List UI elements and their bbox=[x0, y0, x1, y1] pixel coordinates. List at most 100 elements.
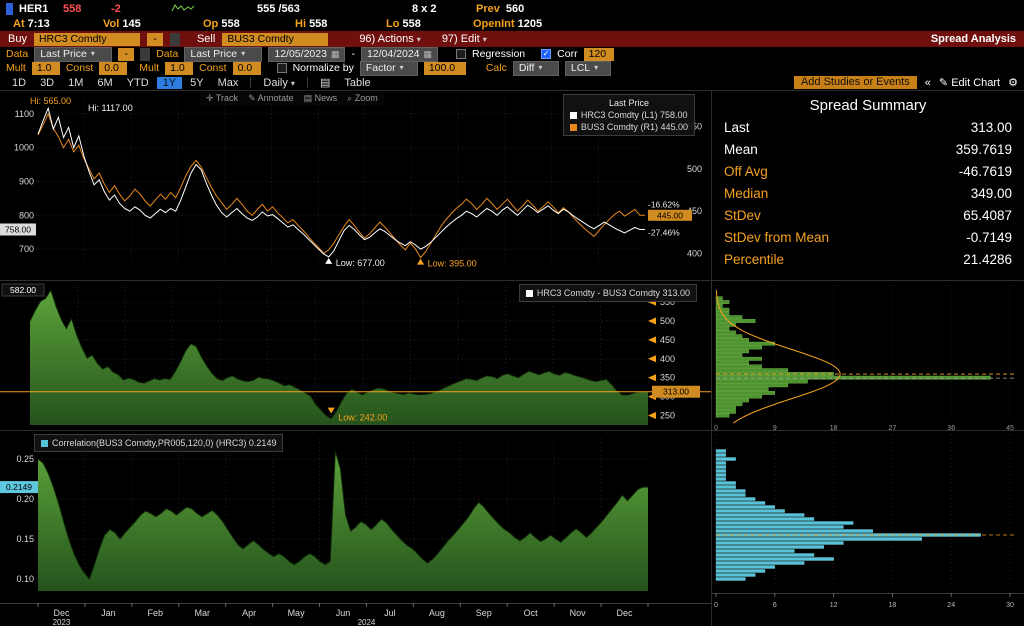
regression-label: Regression bbox=[472, 48, 525, 60]
remove-leg-button[interactable]: - bbox=[147, 33, 163, 46]
legend-row-bus3[interactable]: BUS3 Comdty (R1) 445.00 bbox=[570, 121, 688, 133]
svg-text:Aug: Aug bbox=[429, 608, 445, 618]
spread-histogram-panel: 0918273645 bbox=[712, 281, 1024, 431]
calc-label: Calc bbox=[486, 62, 507, 74]
edit-chart-button[interactable]: ✎ Edit Chart bbox=[939, 76, 1000, 89]
svg-text:700: 700 bbox=[19, 244, 34, 254]
normalize-checkbox[interactable] bbox=[277, 63, 287, 73]
series-swatch-white bbox=[570, 112, 577, 119]
spread-legend[interactable]: HRC3 Comdty - BUS3 Comdty 313.00 bbox=[519, 284, 697, 302]
svg-text:6: 6 bbox=[773, 602, 777, 609]
vol-value: 145 bbox=[122, 18, 140, 30]
bloomberg-terminal: HER1 558 -2 555 /563 8 x 2 Prev 560 At 7… bbox=[0, 0, 1024, 626]
op-value: 558 bbox=[221, 18, 239, 30]
svg-text:18: 18 bbox=[889, 602, 897, 609]
corr-label: Corr bbox=[557, 48, 577, 60]
corr-hist-svg[interactable]: 0 6 12 18 24 30 bbox=[712, 431, 1024, 626]
svg-text:758.00: 758.00 bbox=[5, 224, 31, 234]
news-button[interactable]: ▤ News bbox=[304, 93, 338, 104]
svg-text:0: 0 bbox=[714, 602, 718, 609]
date-from-field[interactable]: 12/05/2023▦ bbox=[268, 47, 345, 62]
period-tab-max[interactable]: Max bbox=[212, 77, 245, 89]
mult-field-2[interactable]: 1.0 bbox=[165, 62, 193, 75]
add-studies-button[interactable]: Add Studies or Events bbox=[794, 76, 917, 89]
const-field-2[interactable]: 0.0 bbox=[233, 62, 261, 75]
data-label-2: Data bbox=[156, 48, 178, 60]
table-button[interactable]: Table bbox=[338, 77, 376, 89]
edit-menu[interactable]: 97) Edit ▾ bbox=[442, 33, 487, 45]
blank-leg-button[interactable] bbox=[170, 33, 180, 46]
pencil-icon: ✎ bbox=[939, 77, 948, 89]
legend-row-hrc3[interactable]: HRC3 Comdty (L1) 758.00 bbox=[570, 109, 688, 121]
const-label-2: Const bbox=[199, 62, 226, 74]
chart-tools: ✛ Track ✎ Annotate ▤ News ⌕ Zoom bbox=[200, 92, 384, 105]
sell-security-field[interactable]: BUS3 Comdty bbox=[222, 33, 328, 46]
factor-value-field[interactable]: 100.0 bbox=[424, 62, 466, 75]
date-range-separator: - bbox=[351, 48, 355, 60]
date-to-field[interactable]: 12/04/2024▦ bbox=[361, 47, 438, 62]
factor-dropdown[interactable]: Factor▾ bbox=[360, 61, 418, 76]
svg-text:Jan: Jan bbox=[101, 608, 116, 618]
legend-title: Last Price bbox=[570, 97, 688, 109]
actions-menu[interactable]: 96) Actions ▾ bbox=[359, 33, 421, 45]
svg-text:250: 250 bbox=[660, 411, 675, 421]
svg-text:900: 900 bbox=[19, 177, 34, 187]
collapse-icon[interactable]: « bbox=[925, 77, 931, 89]
svg-text:Low: 395.00: Low: 395.00 bbox=[428, 259, 477, 269]
svg-text:313.00: 313.00 bbox=[663, 387, 689, 397]
const-label-1: Const bbox=[66, 62, 93, 74]
remove-data-button[interactable]: - bbox=[118, 48, 134, 61]
svg-text:400: 400 bbox=[660, 354, 675, 364]
summary-row-mean: Mean359.7619 bbox=[724, 139, 1012, 161]
regression-checkbox[interactable] bbox=[456, 49, 466, 59]
chart-toolbar: 1D 3D 1M 6M YTD 1Y 5Y Max Daily ▾ ▤ Tabl… bbox=[0, 75, 1024, 91]
calc-dropdown[interactable]: Diff▾ bbox=[513, 61, 559, 76]
corr-chart-svg[interactable]: 0.250.200.150.100.2149 bbox=[0, 431, 712, 603]
svg-text:Apr: Apr bbox=[242, 608, 256, 618]
spread-chart-panel: 550500450400350300250313.00582.00Low: 24… bbox=[0, 281, 712, 431]
svg-text:24: 24 bbox=[947, 602, 955, 609]
period-tab-3d[interactable]: 3D bbox=[34, 77, 60, 89]
track-button[interactable]: ✛ Track bbox=[206, 93, 238, 104]
chevron-down-icon: ▾ bbox=[400, 62, 404, 74]
data-source-dropdown-2[interactable]: Last Price▾ bbox=[184, 47, 262, 62]
buy-security-field[interactable]: HRC3 Comdty bbox=[34, 33, 140, 46]
svg-text:800: 800 bbox=[19, 210, 34, 220]
period-tab-ytd[interactable]: YTD bbox=[121, 77, 155, 89]
mult-field-1[interactable]: 1.0 bbox=[32, 62, 60, 75]
x-axis-panel: DecJanFebMarAprMayJunJulAugSepOctNovDec2… bbox=[0, 603, 712, 626]
sell-label: Sell bbox=[197, 33, 215, 45]
svg-text:12: 12 bbox=[830, 602, 838, 609]
period-tab-1y[interactable]: 1Y bbox=[157, 77, 182, 89]
table-icon: ▤ bbox=[314, 76, 336, 89]
svg-text:0.10: 0.10 bbox=[16, 574, 34, 584]
corr-period-field[interactable]: 120 bbox=[584, 48, 614, 61]
price-change: -2 bbox=[111, 3, 171, 15]
period-tab-1m[interactable]: 1M bbox=[62, 77, 89, 89]
screen-title: Spread Analysis bbox=[931, 33, 1016, 45]
period-tab-1d[interactable]: 1D bbox=[6, 77, 32, 89]
spread-summary-panel: Spread Summary Last313.00 Mean359.7619 O… bbox=[712, 91, 1024, 281]
annotate-button[interactable]: ✎ Annotate bbox=[248, 93, 294, 104]
gear-icon[interactable]: ⚙ bbox=[1008, 76, 1018, 89]
at-value: 7:13 bbox=[28, 18, 50, 30]
summary-row-median: Median349.00 bbox=[724, 183, 1012, 205]
x-axis-svg: DecJanFebMarAprMayJunJulAugSepOctNovDec2… bbox=[0, 603, 712, 626]
frequency-dropdown[interactable]: Daily ▾ bbox=[257, 77, 301, 89]
zoom-button[interactable]: ⌕ Zoom bbox=[347, 93, 378, 104]
blank-data-button[interactable] bbox=[140, 48, 150, 61]
cursor-block bbox=[6, 3, 13, 15]
lcl-dropdown[interactable]: LCL▾ bbox=[565, 61, 611, 76]
openint-label: OpenInt bbox=[473, 18, 515, 30]
svg-text:Dec: Dec bbox=[617, 608, 634, 618]
data-source-dropdown-1[interactable]: Last Price▾ bbox=[34, 47, 112, 62]
spread-chart-svg[interactable]: 550500450400350300250313.00582.00Low: 24… bbox=[0, 281, 712, 431]
svg-text:30: 30 bbox=[1006, 602, 1014, 609]
period-tab-6m[interactable]: 6M bbox=[91, 77, 118, 89]
period-tab-5y[interactable]: 5Y bbox=[184, 77, 209, 89]
correlation-legend[interactable]: Correlation(BUS3 Comdty,PR005,120,0) (HR… bbox=[34, 434, 283, 452]
bid-ask: 555 /563 bbox=[257, 3, 412, 15]
spread-hist-svg[interactable]: 0918273645 bbox=[712, 281, 1024, 431]
corr-checkbox[interactable]: ✓ bbox=[541, 49, 551, 59]
const-field-1[interactable]: 0.0 bbox=[99, 62, 127, 75]
